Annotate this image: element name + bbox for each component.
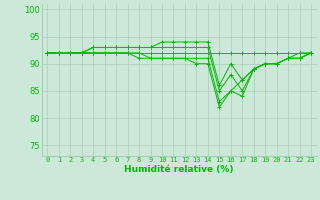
X-axis label: Humidité relative (%): Humidité relative (%)	[124, 165, 234, 174]
